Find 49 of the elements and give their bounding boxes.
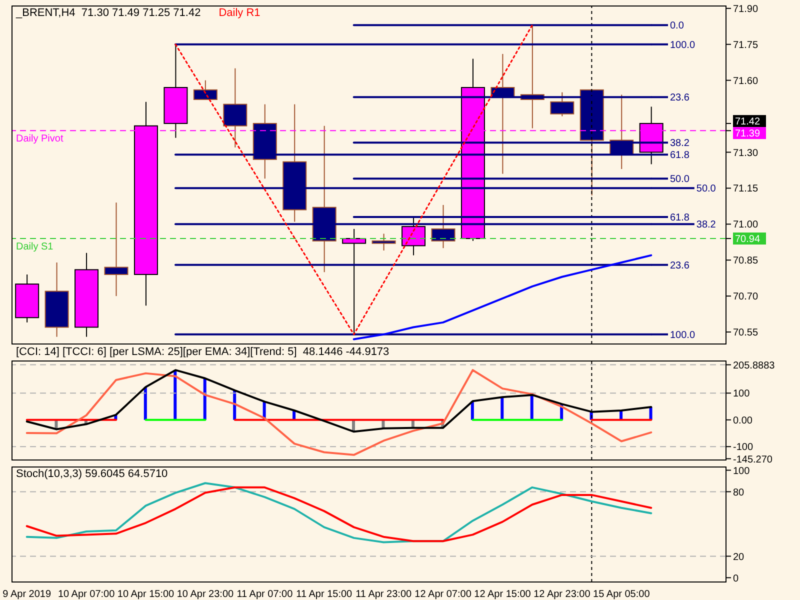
y-tick-label: 70.55 <box>733 328 758 339</box>
legend-label: 100.0 <box>670 40 696 51</box>
legend-label: 38.2 <box>696 220 716 231</box>
ref-line-label: Daily S1 <box>16 242 54 253</box>
legend-label: 61.8 <box>670 212 690 224</box>
legend-label: 23.6 <box>670 92 690 104</box>
chart-title: Stoch(10,3,3) 59.6045 64.5710 <box>16 468 168 481</box>
x-tick-label: 10 Apr 23:00 <box>176 589 234 600</box>
x-tick-label: 11 Apr 07:00 <box>236 589 294 600</box>
y-tick-label: 71.39 <box>735 128 760 140</box>
y-tick-label: 0 <box>733 573 739 584</box>
legend-label: 38.2 <box>670 138 690 150</box>
y-tick-label: 71.15 <box>733 184 758 195</box>
legend-label: 50.0 <box>670 174 690 186</box>
y-tick-label: 100 <box>733 388 750 400</box>
x-tick-label: 15 Apr 05:00 <box>593 589 650 600</box>
x-tick-label: 12 Apr 07:00 <box>414 589 472 600</box>
x-tick-label: 12 Apr 23:00 <box>534 589 591 600</box>
y-tick-label: 100 <box>733 466 750 477</box>
x-tick-label: 11 Apr 23:00 <box>356 589 412 600</box>
legend-label: 61.8 <box>670 150 690 162</box>
y-tick-label: -145.270 <box>733 454 773 466</box>
legend-label: 23.6 <box>670 260 690 272</box>
y-tick-label: 71.60 <box>733 76 758 87</box>
y-tick-label: 80 <box>733 487 745 498</box>
y-tick-label: 20 <box>733 552 745 563</box>
legend-label: 0.0 <box>670 20 684 32</box>
y-tick-label: 71.90 <box>733 4 758 15</box>
x-tick-label: 12 Apr 15:00 <box>474 589 532 600</box>
y-tick-label: 70.94 <box>735 234 760 246</box>
y-tick-label: 71.42 <box>735 116 760 128</box>
y-tick-label: -100 <box>733 442 754 454</box>
y-tick-label: 71.75 <box>733 40 758 51</box>
x-tick-label: 10 Apr 07:00 <box>58 589 116 600</box>
chart-title: [CCI: 14] [TCCI: 6] [per LSMA: 25][per EMA: 34][Trend: 5] 48.1446 -44.9173 <box>16 346 390 359</box>
y-tick-label: 70.70 <box>733 292 758 303</box>
x-tick-label: 10 Apr 15:00 <box>117 589 175 600</box>
y-tick-label: 205.8883 <box>733 360 776 372</box>
x-tick-label: 9 Apr 2019 <box>2 589 52 600</box>
ref-line-label: Daily Pivot <box>16 134 64 145</box>
chart-title: _BRENT,H4 71.30 71.49 71.25 71.42 <box>16 7 201 20</box>
legend-label: 100.0 <box>670 330 696 341</box>
y-tick-label: 71.30 <box>733 148 758 159</box>
x-tick-label: 11 Apr 15:00 <box>296 589 353 600</box>
annotation: Daily R1 <box>218 7 260 20</box>
y-tick-label: 70.85 <box>733 256 758 267</box>
legend-label: 50.0 <box>696 184 716 195</box>
y-tick-label: 0.00 <box>733 415 753 426</box>
y-tick-label: 71.00 <box>733 220 758 231</box>
